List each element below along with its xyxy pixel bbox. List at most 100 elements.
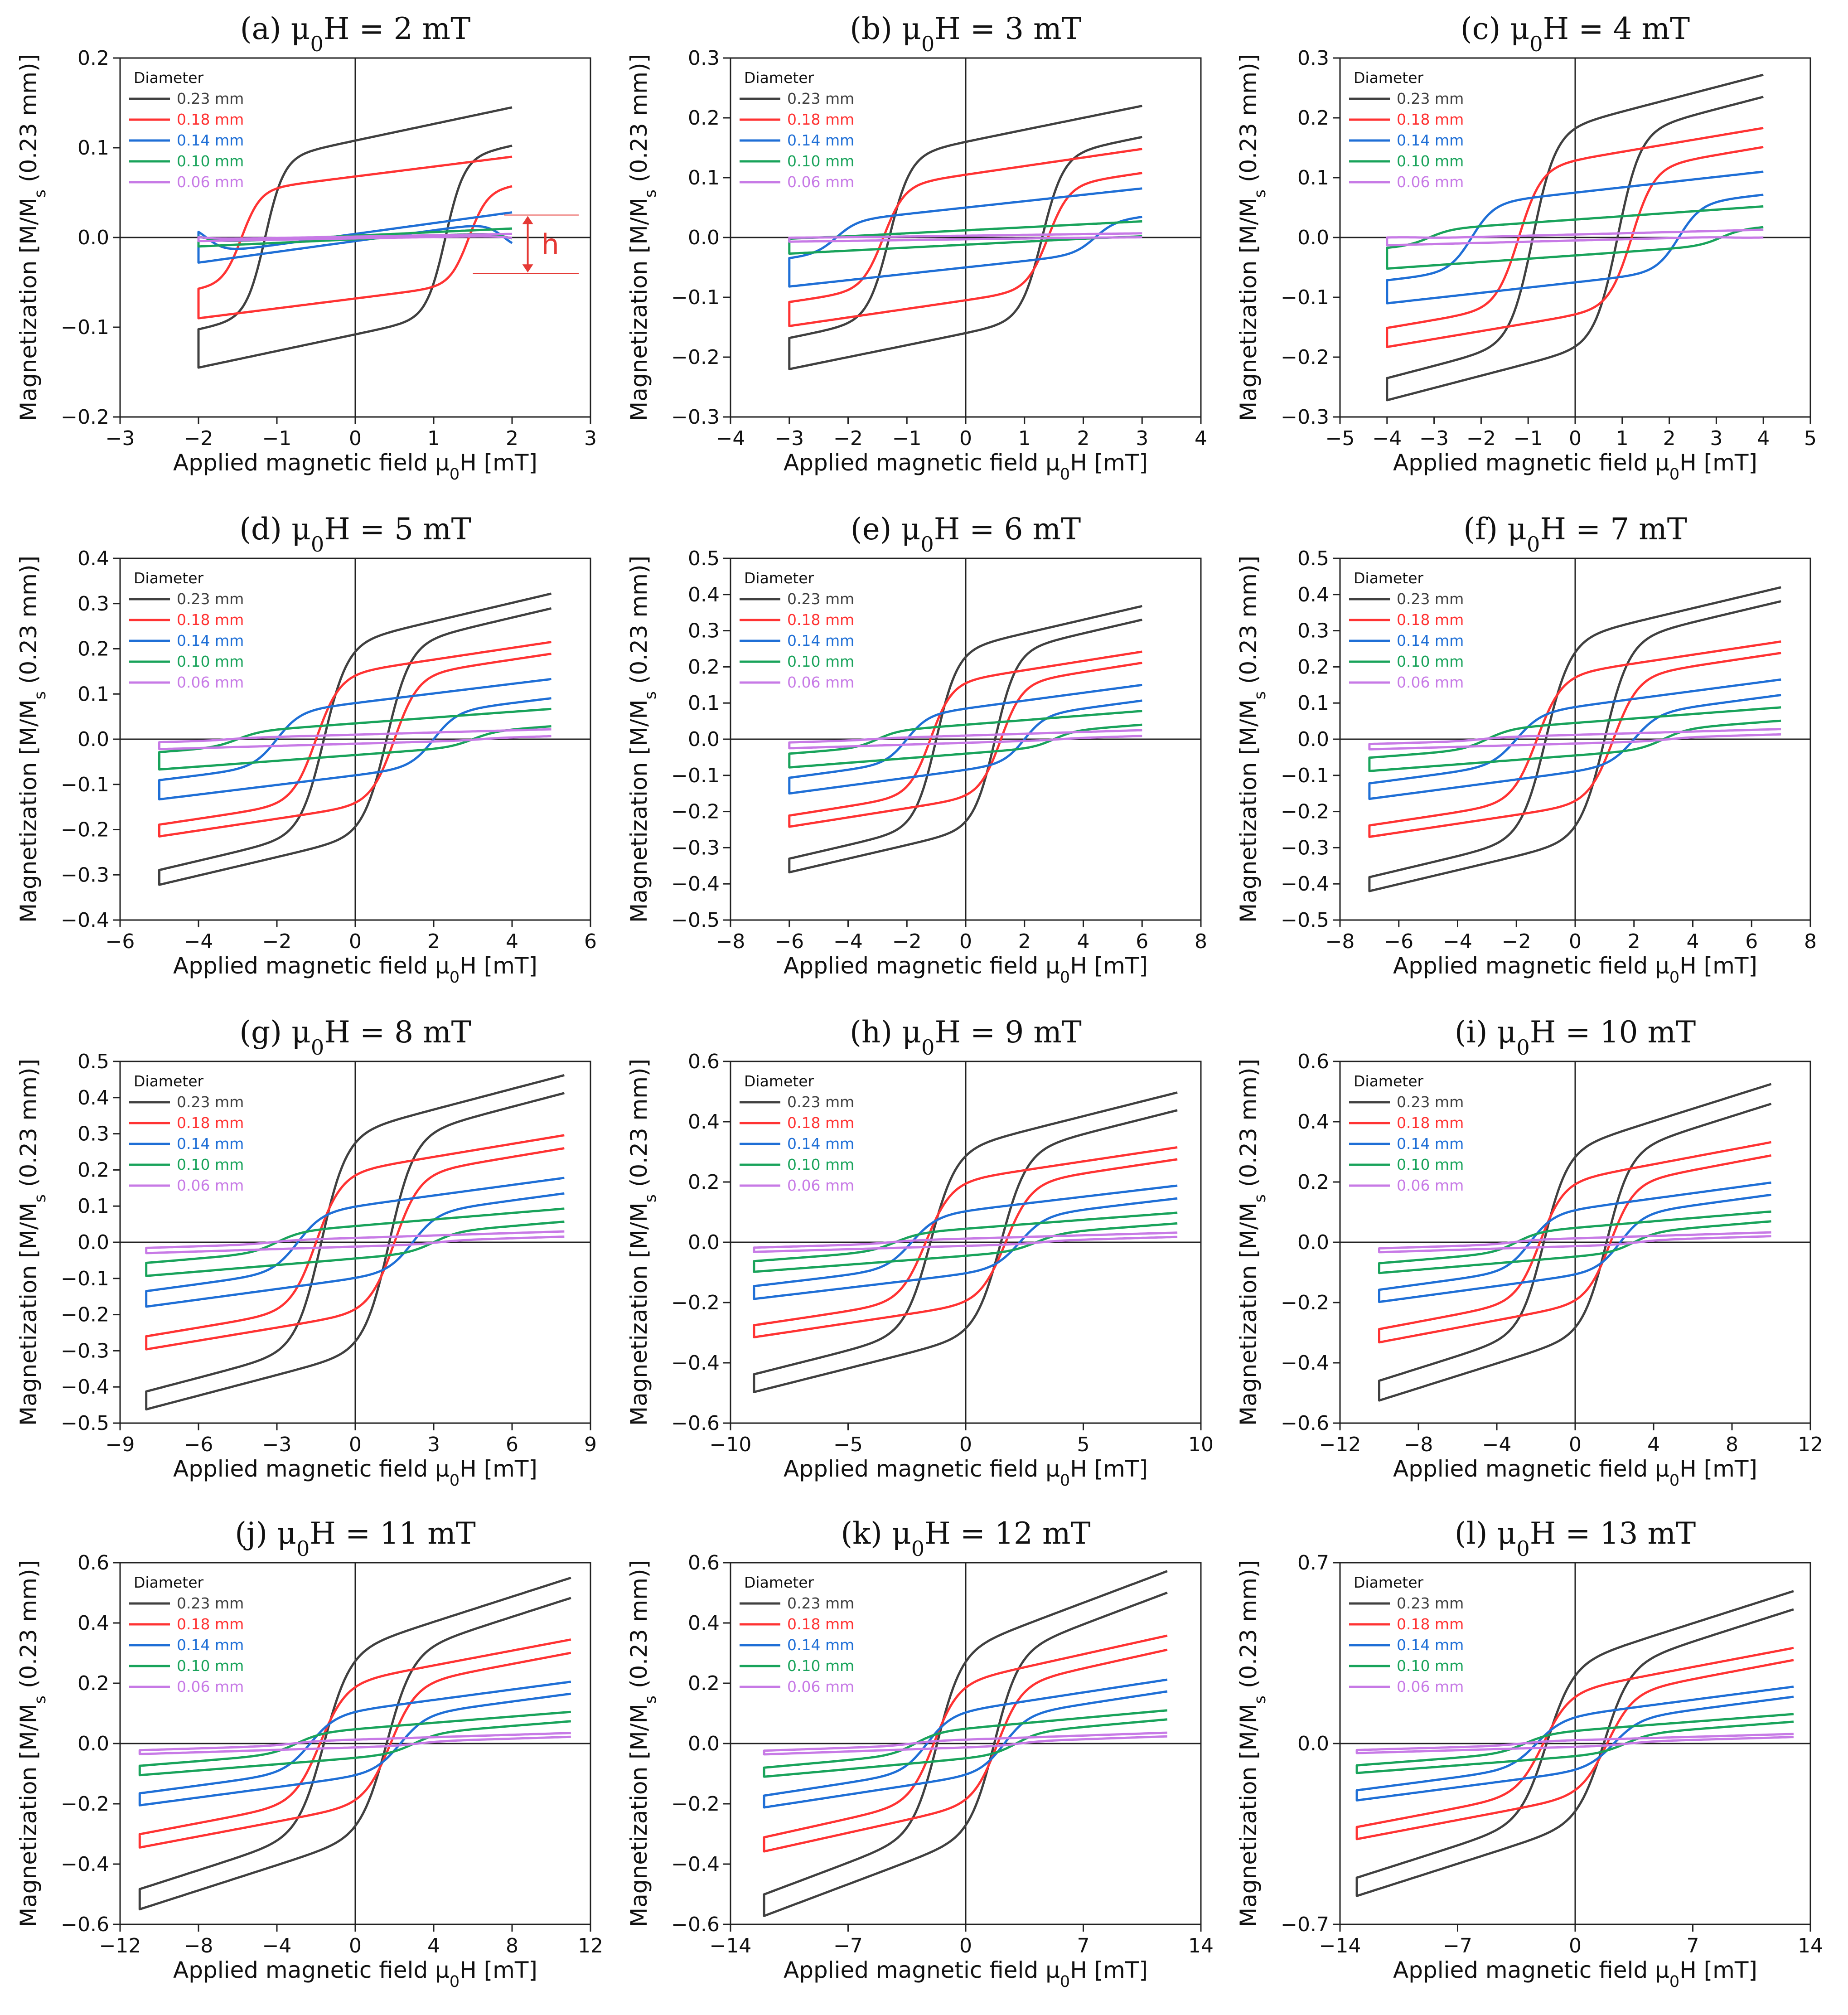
chart-panel-f: (f) μ0H = 7 mT −8 −6 −4 −2 0 2 4 6 8 −0.5 −0.4 −0.3 −…: [1235, 512, 1817, 987]
x-tick-label: −6: [1384, 930, 1413, 953]
y-axis-label: Magnetization [M/Ms (0.23 mm)]: [626, 1560, 660, 1927]
series-loop-0-10-mm: [1386, 205, 1764, 270]
x-tick-label: −4: [184, 930, 213, 953]
y-tick-label: 0.0: [77, 1231, 109, 1254]
series-loop-0-10-mm: [1368, 706, 1781, 772]
x-tick-label: −14: [1319, 1934, 1361, 1957]
legend-label: 0.23 mm: [177, 1594, 244, 1612]
y-tick-label: 0.2: [1297, 107, 1329, 130]
legend-label: 0.18 mm: [177, 1615, 244, 1633]
series-loop-0-23-mm: [788, 605, 1142, 874]
legend-label: 0.14 mm: [177, 131, 244, 149]
legend-label: 0.14 mm: [1397, 632, 1464, 649]
x-tick-label: −7: [1443, 1934, 1472, 1957]
chart-title: (c) μ0H = 4 mT: [1461, 11, 1690, 56]
x-tick-label: −1: [262, 427, 292, 450]
y-axis-label: Magnetization [M/Ms (0.23 mm)]: [15, 556, 49, 923]
series-loop-0-14-mm: [763, 1678, 1168, 1809]
y-axis-label: Magnetization [M/Ms (0.23 mm)]: [626, 54, 660, 421]
x-tick-label: 4: [1647, 1433, 1660, 1456]
x-tick-label: −6: [184, 1433, 213, 1456]
series-loop-0-18-mm: [788, 650, 1142, 828]
y-tick-label: −0.4: [1281, 1351, 1329, 1375]
x-tick-label: −8: [716, 930, 745, 953]
chart-panel-l: (l) μ0H = 13 mT −14 −7 0 7 14 −0.7 0.0 0.7 Applie…: [1235, 1516, 1823, 1991]
legend-label: 0.10 mm: [177, 1657, 244, 1675]
series-loop-0-23-mm: [753, 1091, 1178, 1393]
legend-title: Diameter: [744, 69, 814, 87]
legend-title: Diameter: [744, 1072, 814, 1090]
x-tick-label: 10: [1188, 1433, 1214, 1456]
legend-title: Diameter: [134, 69, 203, 87]
series-loop-0-10-mm: [1355, 1713, 1794, 1774]
y-tick-label: 0.0: [688, 728, 720, 751]
y-tick-label: 0.2: [77, 1158, 109, 1182]
x-tick-label: −2: [892, 930, 922, 953]
series-loop-0-14-mm: [753, 1184, 1178, 1300]
x-axis-label: Applied magnetic field μ0H [mT]: [784, 1957, 1148, 1991]
y-tick-label: 0.1: [77, 683, 109, 706]
y-axis-label: Magnetization [M/Ms (0.23 mm)]: [1235, 54, 1269, 421]
y-tick-label: −0.5: [61, 1412, 109, 1435]
x-tick-label: 8: [1804, 930, 1817, 953]
x-tick-label: 1: [1018, 427, 1031, 450]
legend-label: 0.18 mm: [787, 1114, 854, 1132]
y-tick-label: 0.1: [688, 692, 720, 715]
legend-label: 0.10 mm: [177, 152, 244, 170]
x-tick-label: 4: [1757, 427, 1770, 450]
series-loop-0-18-mm: [158, 641, 551, 838]
legend-label: 0.18 mm: [787, 111, 854, 128]
y-tick-label: 0.0: [77, 1732, 109, 1755]
x-tick-label: 2: [1663, 427, 1676, 450]
legend-label: 0.06 mm: [177, 1678, 244, 1695]
y-tick-label: 0.0: [688, 226, 720, 249]
y-tick-label: −0.2: [1281, 346, 1329, 369]
x-tick-label: 9: [584, 1433, 597, 1456]
series-loop-0-18-mm: [753, 1146, 1178, 1338]
y-tick-label: −0.6: [671, 1412, 720, 1435]
x-tick-label: −2: [184, 427, 213, 450]
chart-title: (f) μ0H = 7 mT: [1463, 512, 1687, 557]
series-loop-0-10-mm: [145, 1207, 565, 1277]
legend-label: 0.14 mm: [787, 1135, 854, 1153]
series-loop-0-10-mm: [1378, 1210, 1771, 1274]
legend-label: 0.06 mm: [177, 673, 244, 691]
legend-label: 0.06 mm: [787, 1678, 854, 1695]
chart-panel-d: (d) μ0H = 5 mT −6 −4 −2 0 2 4 6 −0.4 −0.3 −0.2 −0.1…: [15, 512, 597, 987]
x-tick-label: 5: [1077, 1433, 1090, 1456]
legend-title: Diameter: [134, 1072, 203, 1090]
chart-panel-g: (g) μ0H = 8 mT −9 −6 −3 0 3 6 9 −0.5 −0.4 −0.3 −0.2…: [15, 1015, 597, 1490]
legend-label: 0.14 mm: [787, 1636, 854, 1654]
annotation-h: h: [542, 228, 559, 261]
series-loop-0-10-mm: [158, 707, 551, 771]
y-axis-label: Magnetization [M/Ms (0.23 mm)]: [1235, 1059, 1269, 1426]
y-tick-label: 0.2: [1297, 1171, 1329, 1194]
x-tick-label: 0: [349, 1433, 362, 1456]
y-tick-label: −0.2: [671, 1792, 720, 1816]
x-tick-label: 2: [1018, 930, 1031, 953]
x-tick-label: −5: [1326, 427, 1355, 450]
x-tick-label: 2: [427, 930, 440, 953]
y-tick-label: 0.4: [688, 583, 720, 606]
x-tick-label: 8: [506, 1934, 518, 1957]
y-axis-label: Magnetization [M/Ms (0.23 mm)]: [15, 1059, 49, 1426]
legend-title: Diameter: [1354, 1574, 1423, 1591]
annotation-arrow-head-up: [522, 216, 533, 224]
series-loop-0-18-mm: [1355, 1647, 1794, 1841]
chart-title: (h) μ0H = 9 mT: [850, 1015, 1082, 1060]
y-axis-label: Magnetization [M/Ms (0.23 mm)]: [15, 1560, 49, 1927]
x-tick-label: 1: [1616, 427, 1629, 450]
y-tick-label: 0.0: [77, 226, 109, 249]
y-tick-label: 0.5: [1297, 547, 1329, 570]
y-tick-label: −0.2: [671, 1291, 720, 1314]
y-tick-label: −0.1: [61, 316, 109, 339]
y-tick-label: 0.5: [688, 547, 720, 570]
legend-label: 0.18 mm: [177, 1114, 244, 1132]
legend-label: 0.23 mm: [1397, 1093, 1464, 1111]
x-tick-label: 0: [1569, 930, 1582, 953]
x-axis-label: Applied magnetic field μ0H [mT]: [784, 450, 1148, 484]
series-loop-0-18-mm: [1378, 1141, 1771, 1344]
x-tick-label: 0: [959, 1433, 972, 1456]
legend-title: Diameter: [1354, 1072, 1423, 1090]
x-axis-label: Applied magnetic field μ0H [mT]: [1393, 953, 1757, 987]
